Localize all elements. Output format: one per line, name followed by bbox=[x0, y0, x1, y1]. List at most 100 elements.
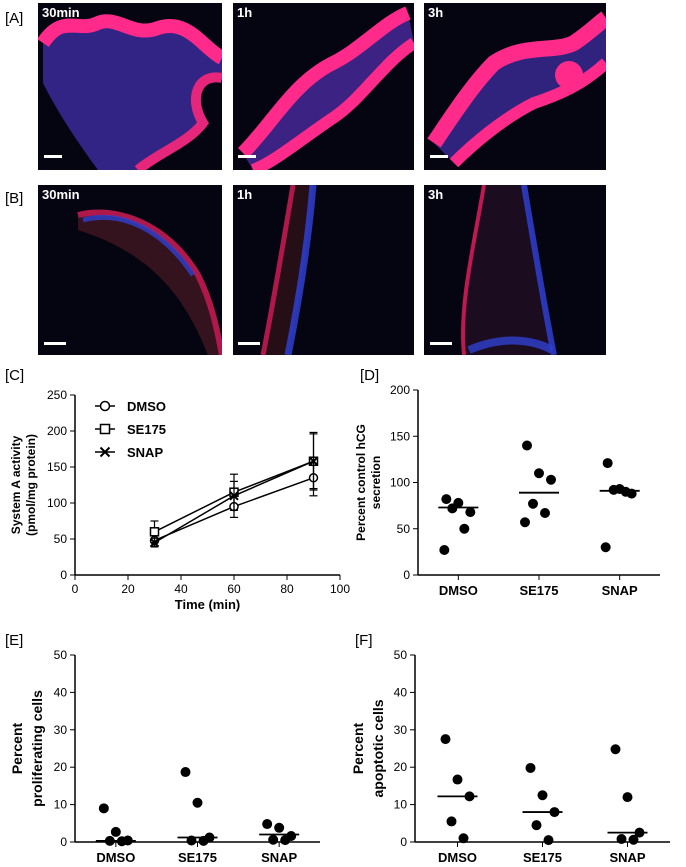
data-point-marker bbox=[149, 527, 160, 537]
scale-bar bbox=[44, 342, 66, 345]
y-tick-label: 150 bbox=[47, 460, 67, 474]
data-point bbox=[528, 498, 538, 509]
legend-label: SE175 bbox=[127, 422, 166, 437]
y-tick-label: 50 bbox=[397, 522, 411, 536]
y-axis-label: System A activity bbox=[9, 435, 23, 534]
data-point bbox=[465, 507, 476, 518]
data-point-marker bbox=[99, 446, 111, 458]
y-tick-label: 10 bbox=[54, 798, 68, 812]
y-tick-label: 150 bbox=[390, 429, 410, 443]
x-tick-label: SNAP bbox=[609, 850, 645, 865]
data-point-marker bbox=[308, 456, 319, 466]
x-tick-label: DMSO bbox=[438, 850, 477, 865]
data-point-marker bbox=[229, 491, 239, 501]
y-tick-label: 40 bbox=[394, 685, 408, 699]
x-axis-label: Time (min) bbox=[175, 597, 241, 612]
data-point bbox=[520, 517, 530, 528]
y-tick-label: 0 bbox=[60, 835, 67, 849]
y-axis-label: secretion bbox=[369, 456, 383, 509]
legend-label: SNAP bbox=[127, 445, 163, 460]
x-tick-label: DMSO bbox=[96, 850, 135, 865]
scale-bar bbox=[430, 342, 452, 345]
panel-label: [F] bbox=[355, 632, 373, 649]
data-point bbox=[446, 816, 457, 827]
chart-f-apoptotic-cells: [F] 0 10 20 30 40 50 Percent apoptotic cells DMSO… bbox=[350, 632, 670, 865]
y-tick-label: 30 bbox=[394, 723, 408, 737]
y-tick-label: 200 bbox=[47, 424, 67, 438]
scale-bar bbox=[44, 155, 62, 158]
scale-bar bbox=[430, 155, 448, 158]
micrograph-a-1h: 1h bbox=[233, 3, 414, 170]
x-tick-label: SE175 bbox=[178, 850, 217, 865]
y-axis-label: (pmol/mg protein) bbox=[24, 434, 38, 536]
data-point-marker bbox=[99, 423, 111, 435]
data-point bbox=[534, 468, 544, 479]
x-tick-label: SE175 bbox=[523, 850, 562, 865]
x-tick-label: SE175 bbox=[519, 583, 558, 598]
micrograph-a-3h: 3h bbox=[424, 3, 606, 170]
y-tick-label: 50 bbox=[394, 648, 408, 662]
y-tick-label: 20 bbox=[54, 760, 68, 774]
data-point bbox=[441, 494, 452, 505]
data-point bbox=[522, 440, 532, 451]
y-axis-label: Percent bbox=[350, 722, 366, 774]
x-tick-label: 100 bbox=[330, 582, 350, 596]
chart-d-hcg-secretion: [D] 0 50 100 150 200 Percent control hCG secret… bbox=[354, 367, 660, 598]
y-tick-label: 200 bbox=[390, 383, 410, 397]
time-label: 30min bbox=[42, 5, 80, 20]
x-tick-label: SNAP bbox=[602, 583, 638, 598]
data-point bbox=[622, 792, 633, 803]
panel-label-a: [A] bbox=[5, 10, 24, 27]
data-point bbox=[610, 744, 621, 755]
data-point bbox=[546, 474, 556, 485]
micrograph-b-1h: 1h bbox=[233, 185, 414, 355]
data-point bbox=[439, 545, 450, 556]
legend-label: DMSO bbox=[127, 399, 166, 414]
y-tick-label: 20 bbox=[394, 760, 408, 774]
scale-bar bbox=[238, 342, 260, 345]
micrograph-b-3h: 3h bbox=[424, 185, 606, 355]
y-axis-label: Percent control hCG bbox=[354, 424, 368, 541]
data-point bbox=[600, 542, 611, 553]
data-point-marker bbox=[99, 400, 111, 412]
data-point bbox=[531, 820, 542, 831]
chart-c-system-a-activity: [C] 0 50 100 150 200 250 0 20 40 60 80 100 Time (min)… bbox=[5, 367, 350, 612]
x-tick-label: 80 bbox=[280, 582, 294, 596]
data-point bbox=[540, 508, 550, 519]
y-tick-label: 30 bbox=[54, 723, 68, 737]
y-tick-label: 40 bbox=[54, 685, 68, 699]
y-axis-label: proliferating cells bbox=[29, 690, 45, 807]
chart-e-proliferating-cells: [E] 0 10 20 30 40 50 Percent proliferating cells… bbox=[5, 632, 320, 865]
y-tick-label: 0 bbox=[60, 568, 67, 582]
data-point bbox=[98, 803, 109, 814]
panel-label-b: [B] bbox=[5, 190, 24, 207]
y-tick-label: 100 bbox=[47, 496, 67, 510]
data-point bbox=[274, 822, 285, 833]
y-tick-label: 0 bbox=[400, 835, 407, 849]
x-tick-label: 60 bbox=[227, 582, 241, 596]
time-label: 1h bbox=[237, 187, 253, 202]
data-point bbox=[628, 834, 639, 845]
y-tick-label: 100 bbox=[390, 476, 410, 490]
data-point bbox=[458, 833, 469, 844]
y-axis-label: apoptotic cells bbox=[370, 699, 386, 797]
panel-label: [D] bbox=[360, 367, 379, 384]
data-point bbox=[440, 734, 451, 745]
data-point-marker bbox=[149, 537, 160, 548]
data-point bbox=[452, 774, 463, 785]
y-tick-label: 50 bbox=[54, 648, 68, 662]
scale-bar bbox=[238, 155, 256, 158]
data-point bbox=[262, 819, 273, 830]
data-point bbox=[459, 523, 470, 534]
x-tick-label: 40 bbox=[174, 582, 188, 596]
data-point bbox=[180, 767, 191, 778]
time-label: 3h bbox=[428, 187, 444, 202]
x-tick-label: 0 bbox=[72, 582, 79, 596]
data-point bbox=[192, 797, 203, 808]
time-label: 1h bbox=[237, 5, 253, 20]
y-tick-label: 250 bbox=[47, 388, 67, 402]
data-point bbox=[110, 826, 121, 837]
time-label: 3h bbox=[428, 5, 444, 20]
data-point bbox=[280, 835, 291, 846]
x-tick-label: DMSO bbox=[439, 583, 478, 598]
